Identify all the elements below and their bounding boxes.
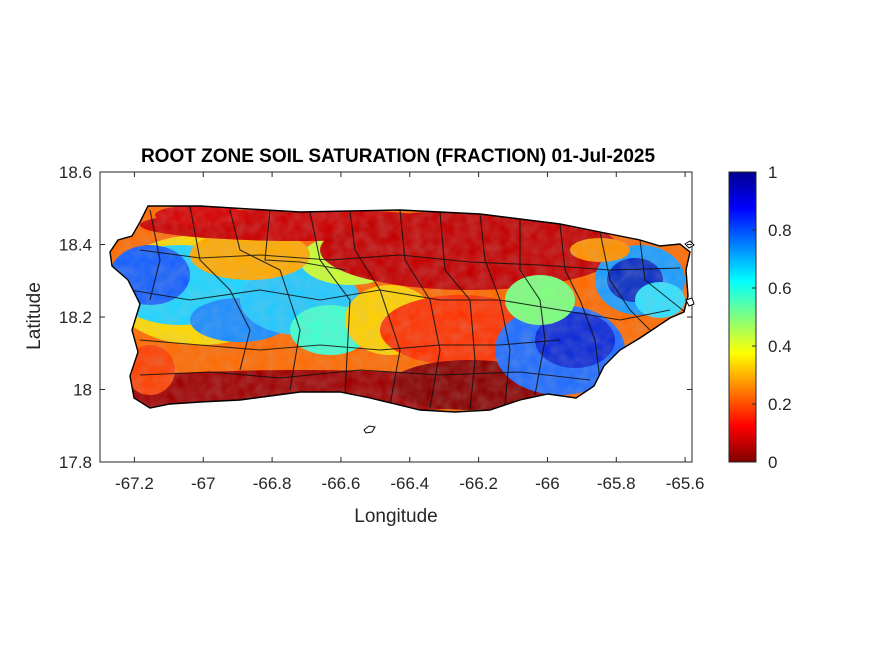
vieques-islet-outline <box>363 425 376 434</box>
x-tick-label: -65.6 <box>666 474 705 493</box>
x-tick-label: -67 <box>191 474 216 493</box>
x-tick-label: -66.2 <box>459 474 498 493</box>
east-islets-outline <box>684 240 695 307</box>
colorbar-tick-label: 0.6 <box>768 279 792 298</box>
colorbar-tick-label: 0.8 <box>768 221 792 240</box>
x-tick-label: -66 <box>535 474 560 493</box>
colorbar <box>728 171 757 463</box>
x-tick-label: -65.8 <box>597 474 636 493</box>
y-axis-ticks: 17.8 18 18.2 18.4 18.6 <box>59 163 692 472</box>
island-heatmap <box>110 206 690 412</box>
y-axis-label: Latitude <box>24 282 45 350</box>
y-tick-label: 17.8 <box>59 453 92 472</box>
x-tick-label: -66.4 <box>390 474 429 493</box>
x-axis-ticks: -67.2 -67 -66.8 -66.6 -66.4 -66.2 -66 -65.8 -65.… <box>115 172 704 493</box>
colorbar-tick-label: 1 <box>768 163 777 182</box>
colorbar-ticks: 0 0.2 0.4 0.6 0.8 1 <box>752 163 792 472</box>
colorbar-tick-label: 0.2 <box>768 395 792 414</box>
colorbar-tick-label: 0.4 <box>768 337 792 356</box>
chart-title: ROOT ZONE SOIL SATURATION (FRACTION) 01-… <box>141 146 656 167</box>
x-tick-label: -67.2 <box>115 474 154 493</box>
y-tick-label: 18 <box>73 381 92 400</box>
x-tick-label: -66.8 <box>253 474 292 493</box>
colorbar-tick-label: 0 <box>768 453 777 472</box>
x-axis-label: Longitude <box>354 506 437 527</box>
x-tick-label: -66.6 <box>322 474 361 493</box>
y-tick-label: 18.6 <box>59 163 92 182</box>
y-tick-label: 18.2 <box>59 308 92 327</box>
y-tick-label: 18.4 <box>59 236 92 255</box>
